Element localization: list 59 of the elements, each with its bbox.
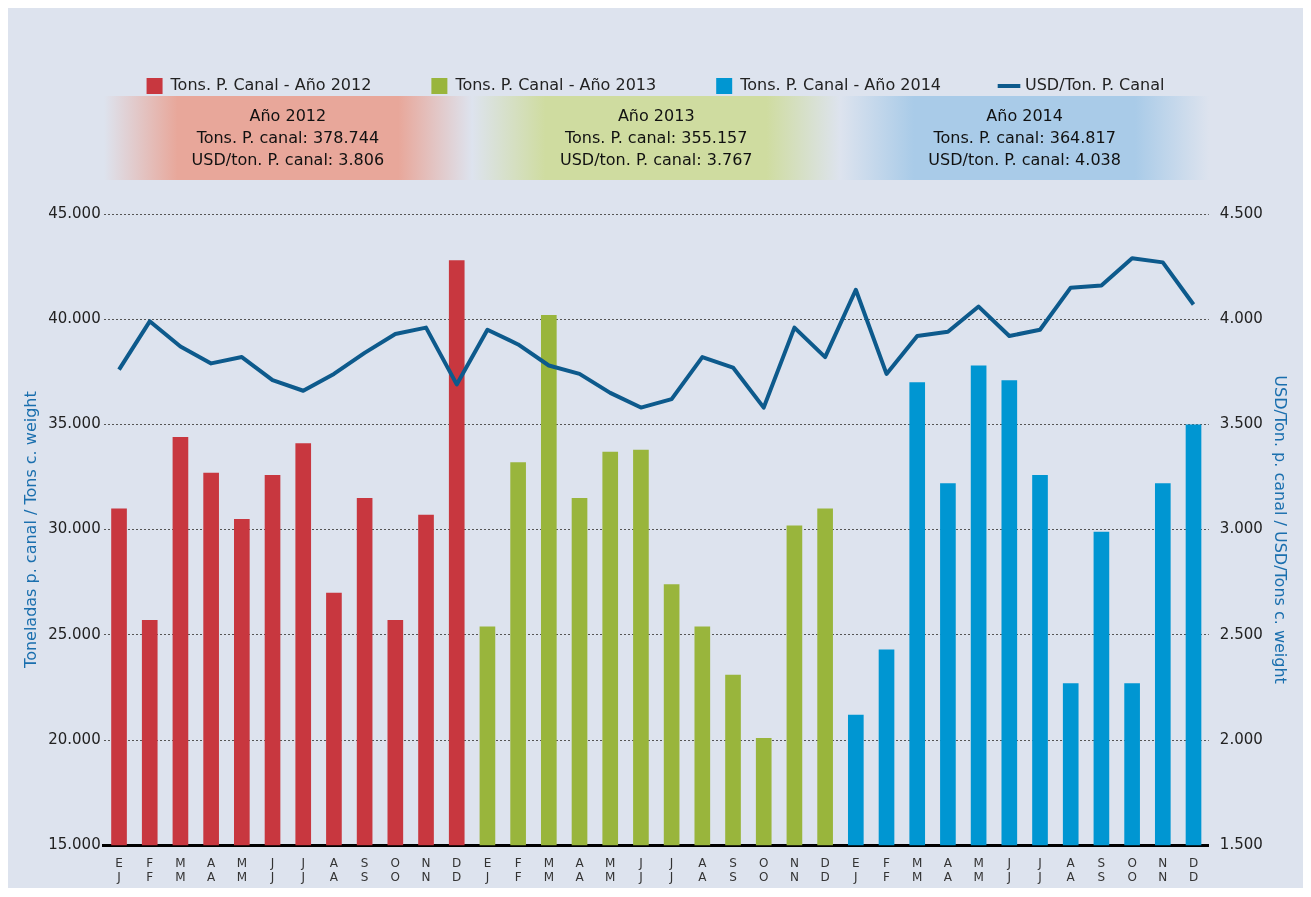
legend-label: Tons. P. Canal - Año 2014 [739,75,941,95]
legend-label: Tons. P. Canal - Año 2013 [454,75,657,95]
y-tick-label: 15.000 [48,835,101,854]
x-tick-label: N N [421,855,431,884]
y-tick-label: 40.000 [48,309,101,328]
y-tick-label: 35.000 [48,414,101,433]
x-tick-label: F F [514,855,522,884]
x-tick-label: F F [883,855,891,884]
x-tick-label: A A [943,855,953,884]
x-tick-label: S S [360,855,369,884]
x-tick-label: J J [269,855,275,884]
x-tick-label: J J [638,855,643,884]
x-tick-label: M M [236,855,248,884]
x-tick-label: J J [668,855,674,884]
x-tick-label: J J [1037,855,1042,884]
y2-tick-label: 1.500 [1219,835,1263,854]
x-tick-label: E J [115,855,123,884]
x-tick-label: A A [207,855,217,884]
x-tick-label: A A [329,855,339,884]
x-tick-label: F F [146,855,154,884]
legend-label: USD/Ton. P. Canal [1025,75,1165,95]
x-tick-label: S S [1097,855,1106,884]
y-tick-label: 20.000 [48,729,101,748]
y2-axis-title: USD/Ton. p. canal / USD/Tons c. weight [1271,375,1291,684]
y2-tick-label: 3.500 [1219,414,1263,433]
x-tick-label: J J [300,855,305,884]
x-tick-label: A A [575,855,585,884]
x-tick-label: S S [729,855,737,884]
x-tick-label: J J [1006,855,1012,884]
y2-tick-label: 4.000 [1219,309,1263,328]
y2-tick-label: 3.000 [1219,519,1263,538]
text: Año 2012 Tons. P. canal: 378.744 USD/ton. P. canal: 3.806 [191,105,385,171]
x-tick-label: E J [483,855,492,884]
x-tick-label: N N [1158,855,1168,884]
x-tick-label: N N [789,855,799,884]
text: Año 2013 Tons. P. canal: 355.157 USD/ton. P. canal: 3.767 [559,105,753,171]
x-tick-label: A A [698,855,708,884]
y2-tick-label: 2.500 [1219,624,1263,643]
x-tick-label: M M [912,855,923,884]
x-tick-label: A A [1066,855,1076,884]
x-tick-label: M M [973,855,984,884]
x-tick-label: O O [758,855,769,884]
x-tick-label: O O [1127,855,1137,884]
x-tick-label: E J [852,855,860,884]
legend-label: Tons. P. Canal - Año 2012 [169,75,372,95]
y-tick-label: 45.000 [48,203,101,222]
y2-tick-label: 4.500 [1219,203,1263,222]
x-tick-label: M M [175,855,186,884]
text: Año 2014 Tons. P. canal: 364.817 USD/ton. P. canal: 4.038 [928,105,1121,171]
x-tick-label: D D [452,855,462,884]
x-tick-label: M M [605,855,616,884]
y-tick-label: 25.000 [48,624,101,643]
y-tick-label: 30.000 [48,519,101,538]
x-tick-label: D D [1188,855,1199,884]
x-tick-label: M M [543,855,554,884]
y2-tick-label: 2.000 [1219,729,1263,748]
x-tick-label: O O [390,855,401,884]
y-axis-title: Toneladas p. canal / Tons c. weight [20,391,40,669]
x-tick-label: D D [820,855,830,884]
